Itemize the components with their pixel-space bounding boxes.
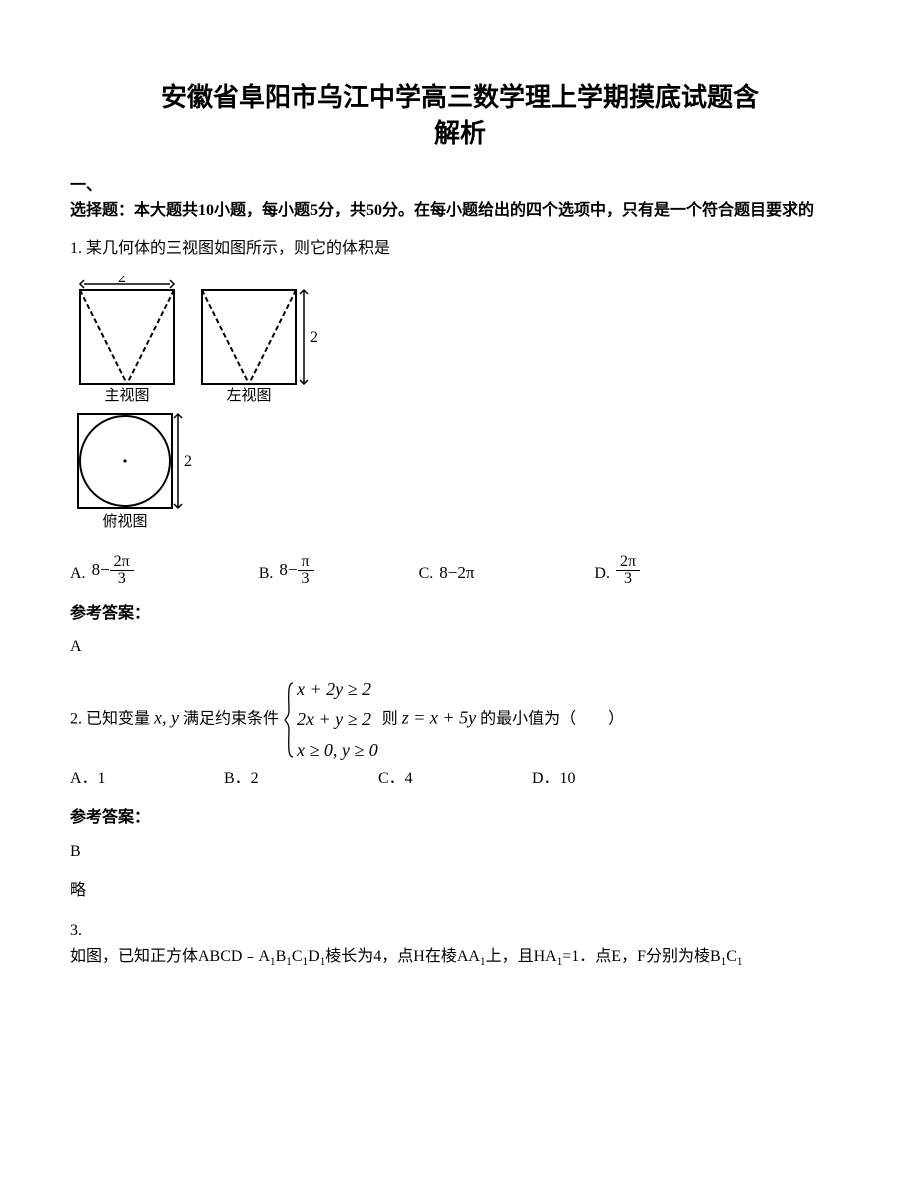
q2-text: 2. 已知变量 x, y 满足约束条件 x + 2y ≥ 2 2x + y ≥ …	[70, 674, 850, 766]
front-view-svg: 2 主视图	[70, 276, 190, 406]
q1-opt-c: C. 8−2π	[419, 559, 475, 586]
title-line2: 解析	[434, 119, 486, 148]
dim-w: 2	[118, 276, 126, 286]
q1-opt-d: D. 2π 3	[594, 554, 640, 587]
three-views-figure: 2 主视图 2 左视图	[70, 276, 850, 534]
q2-opt-c: C．4	[378, 766, 528, 792]
q2-opt-d: D．10	[532, 766, 682, 792]
q2-constraints: x + 2y ≥ 2 2x + y ≥ 2 x ≥ 0, y ≥ 0	[283, 674, 378, 766]
q3-text: 如图，已知正方体ABCD﹣A1B1C1D1棱长为4，点H在棱AA1上，且HA1=…	[70, 944, 850, 972]
top-view-svg: 2 俯视图	[70, 408, 202, 534]
side-view-svg: 2 左视图	[196, 276, 326, 406]
front-view-label: 主视图	[104, 387, 149, 404]
side-view-label: 左视图	[226, 387, 271, 404]
section1-head: 一、 选择题：本大题共10小题，每小题5分，共50分。在每小题给出的四个选项中，…	[70, 173, 850, 224]
top-view-label: 俯视图	[102, 513, 147, 530]
q1-ans: A	[70, 634, 850, 660]
q1-opt-a: A. 8− 2π 3	[70, 554, 134, 587]
q2-options: A．1 B．2 C．4 D．10	[70, 766, 850, 792]
q2-ans: B	[70, 839, 850, 865]
q3-num: 3.	[70, 918, 850, 944]
q2-opt-b: B．2	[224, 766, 374, 792]
dim-h2: 2	[184, 453, 192, 470]
brace-icon	[283, 681, 295, 759]
page-title: 安徽省阜阳市乌江中学高三数学理上学期摸底试题含 解析	[70, 80, 850, 153]
q1-options: A. 8− 2π 3 B. 8− π 3 C. 8−2π D. 2π 3	[70, 554, 850, 587]
title-line1: 安徽省阜阳市乌江中学高三数学理上学期摸底试题含	[161, 83, 759, 112]
q2-extra: 略	[70, 878, 850, 904]
q1-text: 1. 某几何体的三视图如图所示，则它的体积是	[70, 236, 850, 262]
dim-h1: 2	[310, 329, 318, 346]
q2-opt-a: A．1	[70, 766, 220, 792]
q1-ans-head: 参考答案：	[70, 601, 850, 627]
q2-ans-head: 参考答案：	[70, 805, 850, 831]
q1-opt-b: B. 8− π 3	[259, 554, 314, 587]
